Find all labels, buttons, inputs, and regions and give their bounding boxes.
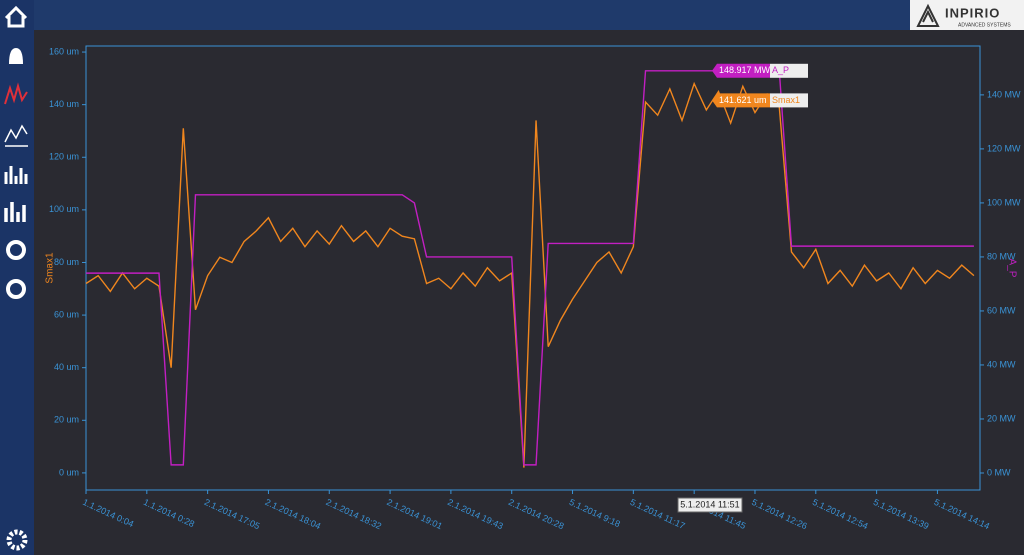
chart-panel (34, 30, 1024, 555)
y-tick-label: 160 um (49, 46, 79, 56)
y2-tick-label: 20 MW (987, 413, 1016, 423)
tooltip-name-box (770, 63, 808, 78)
y2-axis-title: A_P (1006, 259, 1017, 278)
tooltip-row: 148.917 MW A_P (712, 63, 808, 78)
plot-frame (85, 45, 981, 491)
tooltip-value-box (712, 63, 770, 78)
tooltip-name: Smax1 (772, 95, 800, 105)
bars-icon[interactable] (4, 166, 28, 184)
y2-tick-label: 0 MW (987, 467, 1011, 477)
ring-icon[interactable] (6, 240, 26, 260)
y-tick-label: 60 um (54, 309, 79, 319)
y-tick-label: 120 um (49, 152, 79, 162)
y-tick-label: 40 um (54, 362, 79, 372)
series-line (85, 81, 975, 468)
series-line (86, 70, 974, 466)
top-bar (0, 0, 1024, 30)
brand: INPIRIO (945, 5, 1000, 20)
y2-tick-label: 140 MW (987, 89, 1021, 99)
y-tick-label: 20 um (54, 415, 79, 425)
y-axis-title: Smax1 (45, 252, 56, 284)
bell-icon[interactable] (9, 48, 23, 64)
y2-tick-label: 120 MW (987, 143, 1021, 153)
tooltip-value-box (712, 93, 770, 108)
ring-icon-2[interactable] (6, 279, 26, 299)
y-tick-label: 140 um (49, 99, 79, 109)
x-tooltip: 5.1.2014 11:51 (680, 499, 739, 509)
settings-icon[interactable] (6, 529, 28, 551)
y2-tick-label: 40 MW (987, 359, 1016, 369)
sidebar (0, 0, 34, 555)
y-tick-label: 80 um (54, 257, 79, 267)
y-tick-label: 0 um (59, 467, 79, 477)
tooltip-value: 141.621 um (719, 95, 767, 105)
tooltip-name: A_P (772, 65, 789, 75)
trend-icon[interactable] (4, 124, 28, 147)
y2-tick-label: 80 MW (987, 251, 1016, 261)
x-tooltip-box (677, 497, 743, 513)
logo-icon (916, 3, 940, 27)
tooltip-row: 141.621 um Smax1 (712, 93, 808, 108)
tooltip-value: 148.917 MW (719, 65, 771, 75)
bars-icon-2[interactable] (4, 202, 26, 222)
sidebar-icons (4, 5, 28, 551)
home-icon[interactable] (4, 5, 28, 28)
y-tick-label: 100 um (49, 204, 79, 214)
tooltip-name-box (770, 93, 808, 108)
y2-tick-label: 100 MW (987, 197, 1021, 207)
tagline: ADVANCED SYSTEMS (958, 22, 1011, 28)
y2-tick-label: 60 MW (987, 305, 1016, 315)
chart-icon-active[interactable] (4, 82, 28, 105)
